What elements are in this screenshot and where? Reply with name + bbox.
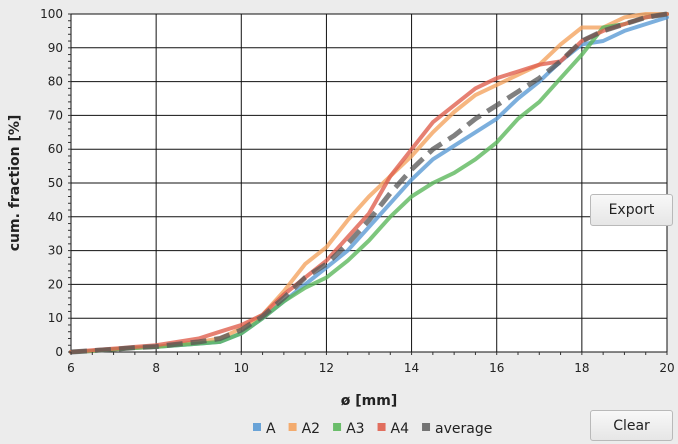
x-tick-label: 12 [319, 361, 334, 375]
x-tick-label: 14 [404, 361, 419, 375]
legend-swatch [288, 423, 297, 431]
x-tick-label: 10 [234, 361, 249, 375]
x-axis-title: ø [mm] [341, 393, 397, 409]
y-tick-label: 60 [48, 142, 63, 156]
y-tick-label: 10 [48, 311, 63, 325]
legend-swatch [377, 423, 386, 431]
x-tick-label: 6 [67, 361, 75, 375]
export-button[interactable]: Export [590, 194, 673, 226]
legend-label: A4 [391, 421, 410, 437]
x-tick-label: 8 [152, 361, 160, 375]
legend-swatch [422, 423, 431, 431]
series-line-average [70, 11, 668, 355]
legend-swatch [253, 423, 261, 431]
x-tick-label: 18 [574, 361, 589, 375]
legend: A A2 A3 A4 average [253, 421, 492, 437]
y-tick-label: 80 [48, 75, 63, 89]
y-tick-label: 50 [48, 176, 63, 190]
y-tick-label: 20 [48, 277, 63, 291]
legend-label: A2 [302, 421, 320, 437]
x-tick-label: 20 [659, 361, 674, 375]
axis-ticks: 6 8 10 12 14 16 18 20 0 10 20 30 40 50 60 70 80 90 100 [40, 7, 675, 375]
y-tick-label: 30 [48, 244, 63, 258]
legend-label: A3 [346, 421, 364, 437]
y-axis-title: cum. fraction [%] [7, 115, 23, 252]
clear-button[interactable]: Clear [590, 410, 673, 441]
y-tick-label: 40 [48, 210, 63, 224]
y-tick-label: 90 [48, 41, 63, 55]
series-lines [69, 11, 669, 355]
legend-swatch [333, 423, 342, 431]
x-tick-label: 16 [489, 361, 504, 375]
legend-label: A [266, 421, 276, 437]
y-tick-label: 100 [40, 7, 63, 21]
legend-label: average [435, 421, 492, 437]
grid [70, 13, 668, 353]
y-tick-label: 70 [48, 108, 63, 122]
y-tick-label: 0 [55, 345, 63, 359]
